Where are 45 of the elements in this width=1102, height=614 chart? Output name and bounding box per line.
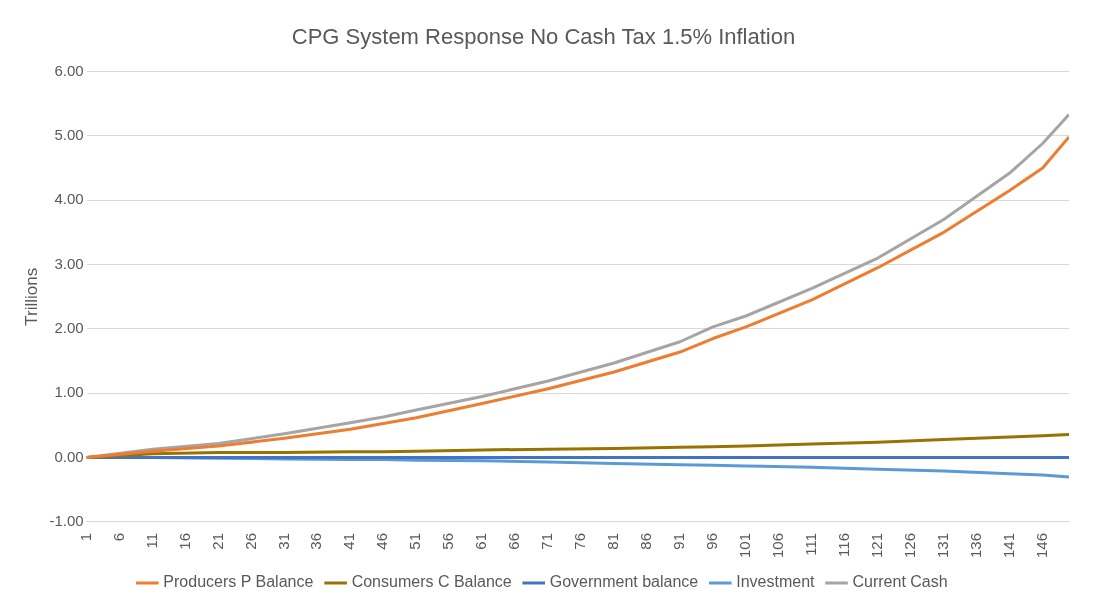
x-tick-label: 121: [867, 532, 885, 558]
y-tick-label: 0.00: [54, 447, 84, 465]
x-tick-label: 141: [999, 532, 1017, 558]
legend-label: Producers P Balance: [163, 573, 314, 591]
y-tick-label: 2.00: [54, 319, 84, 337]
x-tick-label: 16: [175, 532, 193, 550]
y-tick-label: 5.00: [54, 125, 84, 143]
x-tick-label: 131: [933, 532, 951, 558]
x-tick-label: 41: [340, 532, 358, 550]
x-tick-label: 101: [736, 532, 754, 558]
x-tick-label: 26: [241, 532, 259, 550]
legend-label: Government balance: [549, 573, 699, 591]
x-tick-label: 31: [274, 532, 292, 550]
x-tick-label: 111: [802, 532, 819, 556]
x-tick-label: 51: [406, 532, 424, 550]
x-tick-label: 11: [142, 532, 160, 549]
y-tick-label: 4.00: [54, 190, 84, 208]
chart-title: CPG System Response No Cash Tax 1.5% Inflation: [291, 24, 796, 50]
x-tick-label: 106: [769, 532, 787, 558]
x-tick-label: 146: [1032, 532, 1050, 558]
y-tick-label: -1.00: [49, 512, 84, 530]
x-tick-label: 116: [834, 532, 852, 557]
x-tick-label: 46: [373, 532, 391, 550]
y-tick-label: 1.00: [54, 383, 84, 401]
x-tick-label: 76: [571, 532, 589, 550]
legend-label: Investment: [736, 573, 816, 591]
y-tick-label: 3.00: [54, 254, 84, 272]
legend-label: Consumers C Balance: [351, 573, 512, 591]
x-tick-label: 126: [900, 532, 918, 558]
x-tick-label: 86: [637, 532, 655, 550]
x-tick-label: 56: [439, 532, 457, 550]
x-tick-label: 61: [472, 532, 490, 550]
x-tick-label: 36: [307, 532, 325, 550]
x-tick-label: 136: [966, 532, 984, 558]
x-tick-label: 6: [109, 532, 127, 542]
x-tick-label: 1: [76, 532, 94, 542]
x-tick-label: 81: [604, 532, 622, 550]
x-tick-label: 96: [703, 532, 721, 550]
y-tick-label: 6.00: [54, 61, 84, 79]
x-tick-label: 91: [670, 532, 688, 550]
x-tick-label: 71: [538, 532, 556, 550]
legend-label: Current Cash: [852, 573, 948, 591]
y-axis-title: Trillions: [21, 267, 41, 326]
x-tick-label: 66: [505, 532, 523, 550]
x-tick-label: 21: [208, 532, 226, 550]
